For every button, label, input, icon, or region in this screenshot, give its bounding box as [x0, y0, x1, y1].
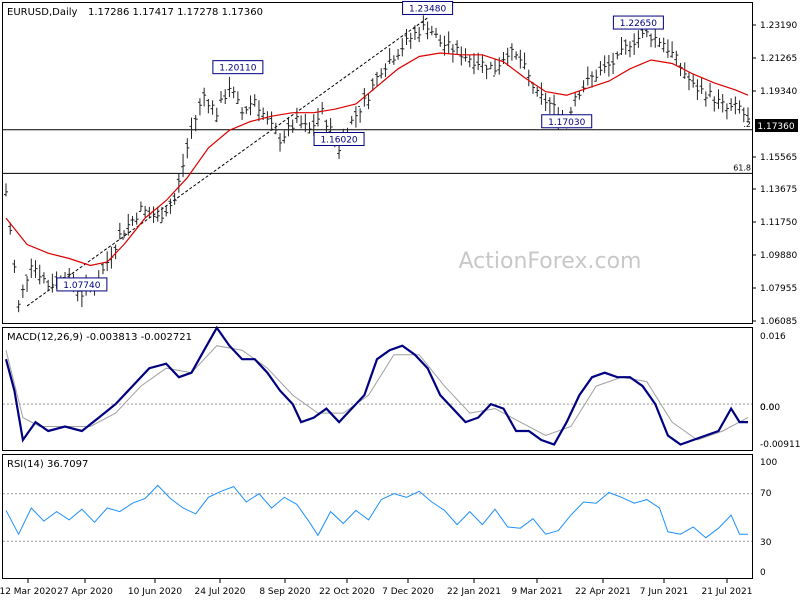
macd-ytick-0: 0.016	[760, 332, 786, 342]
axis-layer: 1.23190 1.21265 1.19340 1.15565 1.13675 1.117…	[0, 21, 800, 597]
chart-symbol: EURUSD,Daily	[7, 7, 78, 18]
price-ytick-0: 1.23190	[760, 21, 797, 31]
xtick-label-5: 22 Oct 2020	[319, 587, 375, 597]
rsi-title: RSI(14) 36.7097	[7, 459, 88, 470]
annotation-label-1: 1.22650	[620, 19, 657, 29]
macd-title: MACD(12,26,9) -0.003813 -0.002721	[7, 332, 192, 343]
annotation-box-2	[212, 60, 264, 75]
rsi-panel-frame	[2, 454, 753, 579]
price-ytick-9: 1.06085	[760, 317, 797, 327]
current-price-label: 1.17360	[757, 122, 794, 132]
xtick-label-9: 22 Apr 2021	[575, 587, 631, 597]
price-panel-frame	[2, 2, 753, 324]
annotation-label-4: 1.17030	[548, 118, 585, 128]
annotation-label-2: 1.20110	[219, 64, 256, 74]
annotation-label-3: 1.16020	[320, 135, 357, 145]
xtick-label-2: 10 Jun 2020	[128, 587, 182, 597]
annotation-box-3	[313, 131, 365, 146]
annotation-box-5	[56, 277, 108, 292]
xtick-label-7: 22 Jan 2021	[447, 587, 501, 597]
xtick-label-11: 21 Jul 2021	[702, 587, 753, 597]
hline-label-0: .2	[743, 120, 751, 129]
chart-ohlc: 1.17286 1.17417 1.17278 1.17360	[88, 7, 263, 18]
macd-ytick-2: 0.0	[760, 403, 775, 413]
xtick-label-0: 12 Mar 2020	[0, 587, 57, 597]
xtick-label-10: 7 Jun 2021	[640, 587, 688, 597]
annotation-box-4	[541, 114, 593, 129]
rsi-ytick-3: 0	[760, 568, 766, 578]
price-layer: .2 61.8 1.23480 1.22650 1.20110 1.16020 1.1703…	[3, 0, 752, 313]
annotation-box-1	[612, 15, 664, 30]
xtick-label-3: 24 Jul 2020	[195, 587, 246, 597]
xtick-label-6: 7 Dec 2020	[382, 587, 434, 597]
annotation-box-0	[402, 0, 454, 15]
current-price-tag	[755, 119, 798, 132]
macd-layer	[3, 325, 752, 446]
price-ytick-5: 1.13675	[760, 185, 797, 195]
rsi-layer	[3, 484, 752, 542]
annotation-label-5: 1.07740	[63, 281, 100, 291]
annotation-label-0: 1.23480	[409, 4, 446, 14]
rsi-line	[5, 484, 748, 539]
price-ytick-8: 1.07955	[760, 284, 797, 294]
rsi-ytick-2: 30	[760, 538, 772, 548]
sma-line	[5, 52, 749, 267]
rsi-ytick-1: 70	[760, 489, 772, 499]
hline-label-1: 61.8	[733, 163, 751, 172]
macd-line	[4, 325, 748, 446]
price-ytick-4: 1.15565	[760, 153, 797, 163]
price-ytick-2: 1.19340	[760, 87, 797, 97]
xtick-label-4: 8 Sep 2020	[259, 587, 311, 597]
xtick-label-1: 27 Apr 2020	[57, 587, 113, 597]
macd-ytick-1: 0.00	[760, 403, 780, 413]
price-ytick-1: 1.21265	[760, 54, 797, 64]
rsi-ytick-0: 100	[760, 458, 777, 468]
macd-panel-frame	[2, 327, 753, 451]
xtick-label-8: 9 Mar 2021	[511, 587, 562, 597]
trendline	[26, 17, 428, 307]
price-ytick-7: 1.09880	[760, 251, 797, 261]
price-ytick-6: 1.11750	[760, 218, 797, 228]
macd-ytick-3: -0.009116	[760, 440, 800, 450]
watermark: ActionForex.com	[459, 249, 642, 274]
